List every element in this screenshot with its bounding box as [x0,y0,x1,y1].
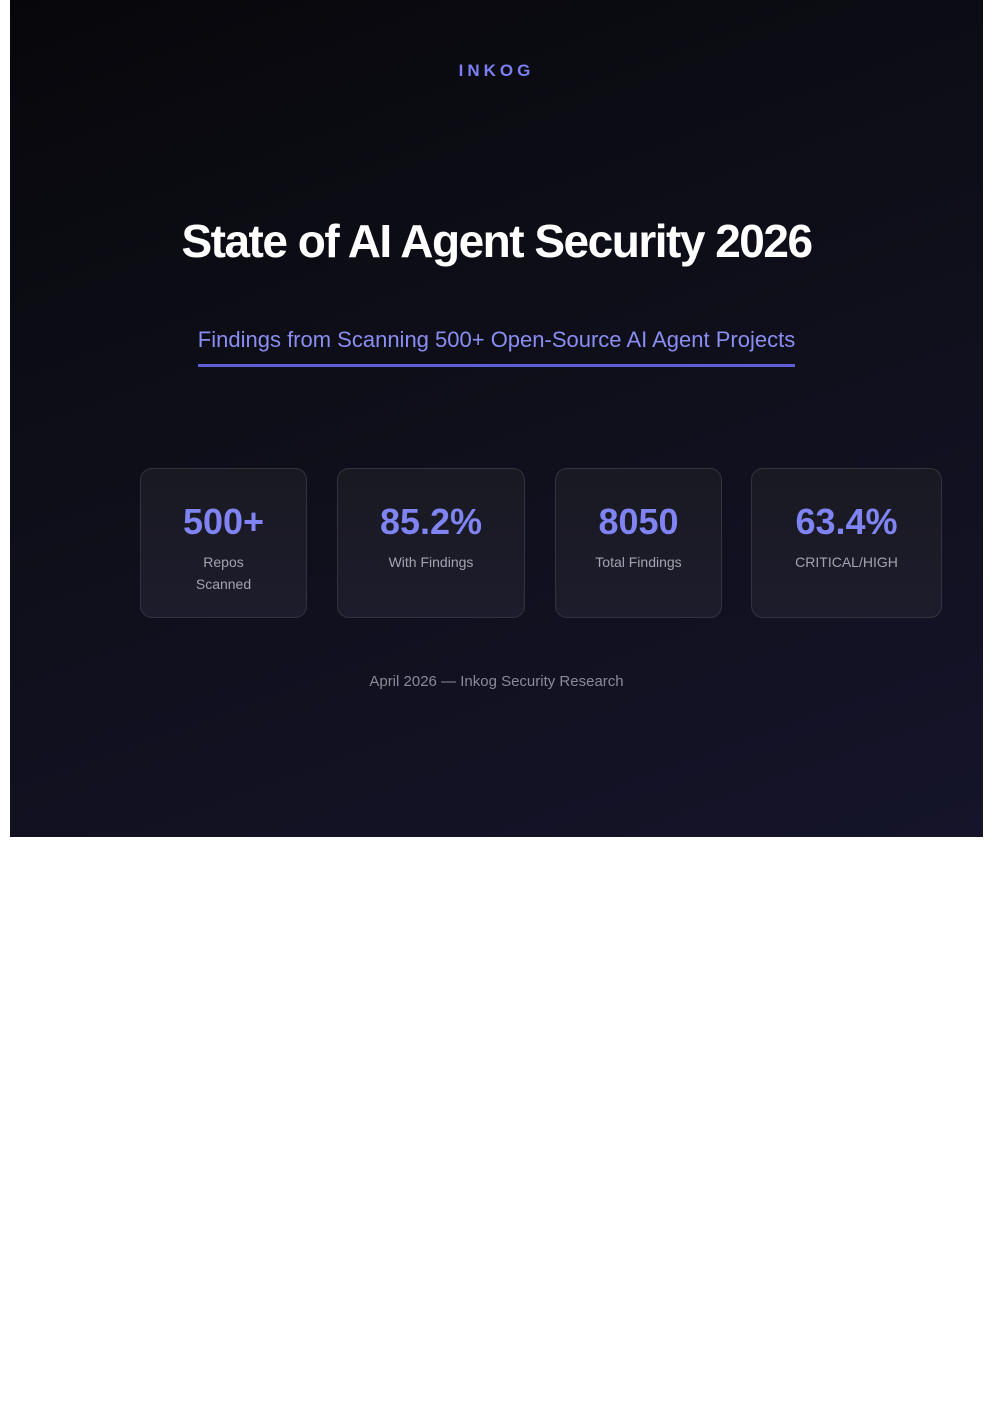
stat-label: CRITICAL/HIGH [795,554,898,570]
brand-logo-text: INKOG [458,61,535,80]
stat-card-repos-scanned: 500+ Repos Scanned [140,468,307,618]
report-subtitle: Findings from Scanning 500+ Open-Source … [197,326,796,367]
report-footer: April 2026 — Inkog Security Research [369,673,624,690]
report-title: State of AI Agent Security 2026 [181,215,813,267]
subtitle-container: Findings from Scanning 500+ Open-Source … [10,326,983,367]
stat-value: 8050 [598,501,679,542]
stat-label: Repos Scanned [195,554,252,592]
stat-label: Total Findings [595,554,682,570]
stat-value: 500+ [182,501,265,542]
report-cover: INKOG State of AI Agent Security 2026 Fi… [10,0,983,837]
stat-value: 63.4% [795,501,898,542]
stat-card-total-findings: 8050 Total Findings [555,468,722,618]
stat-value: 85.2% [379,501,483,542]
stat-card-with-findings: 85.2% With Findings [337,468,525,618]
stat-label: With Findings [388,554,474,570]
stat-card-critical-high: 63.4% CRITICAL/HIGH [751,468,942,618]
